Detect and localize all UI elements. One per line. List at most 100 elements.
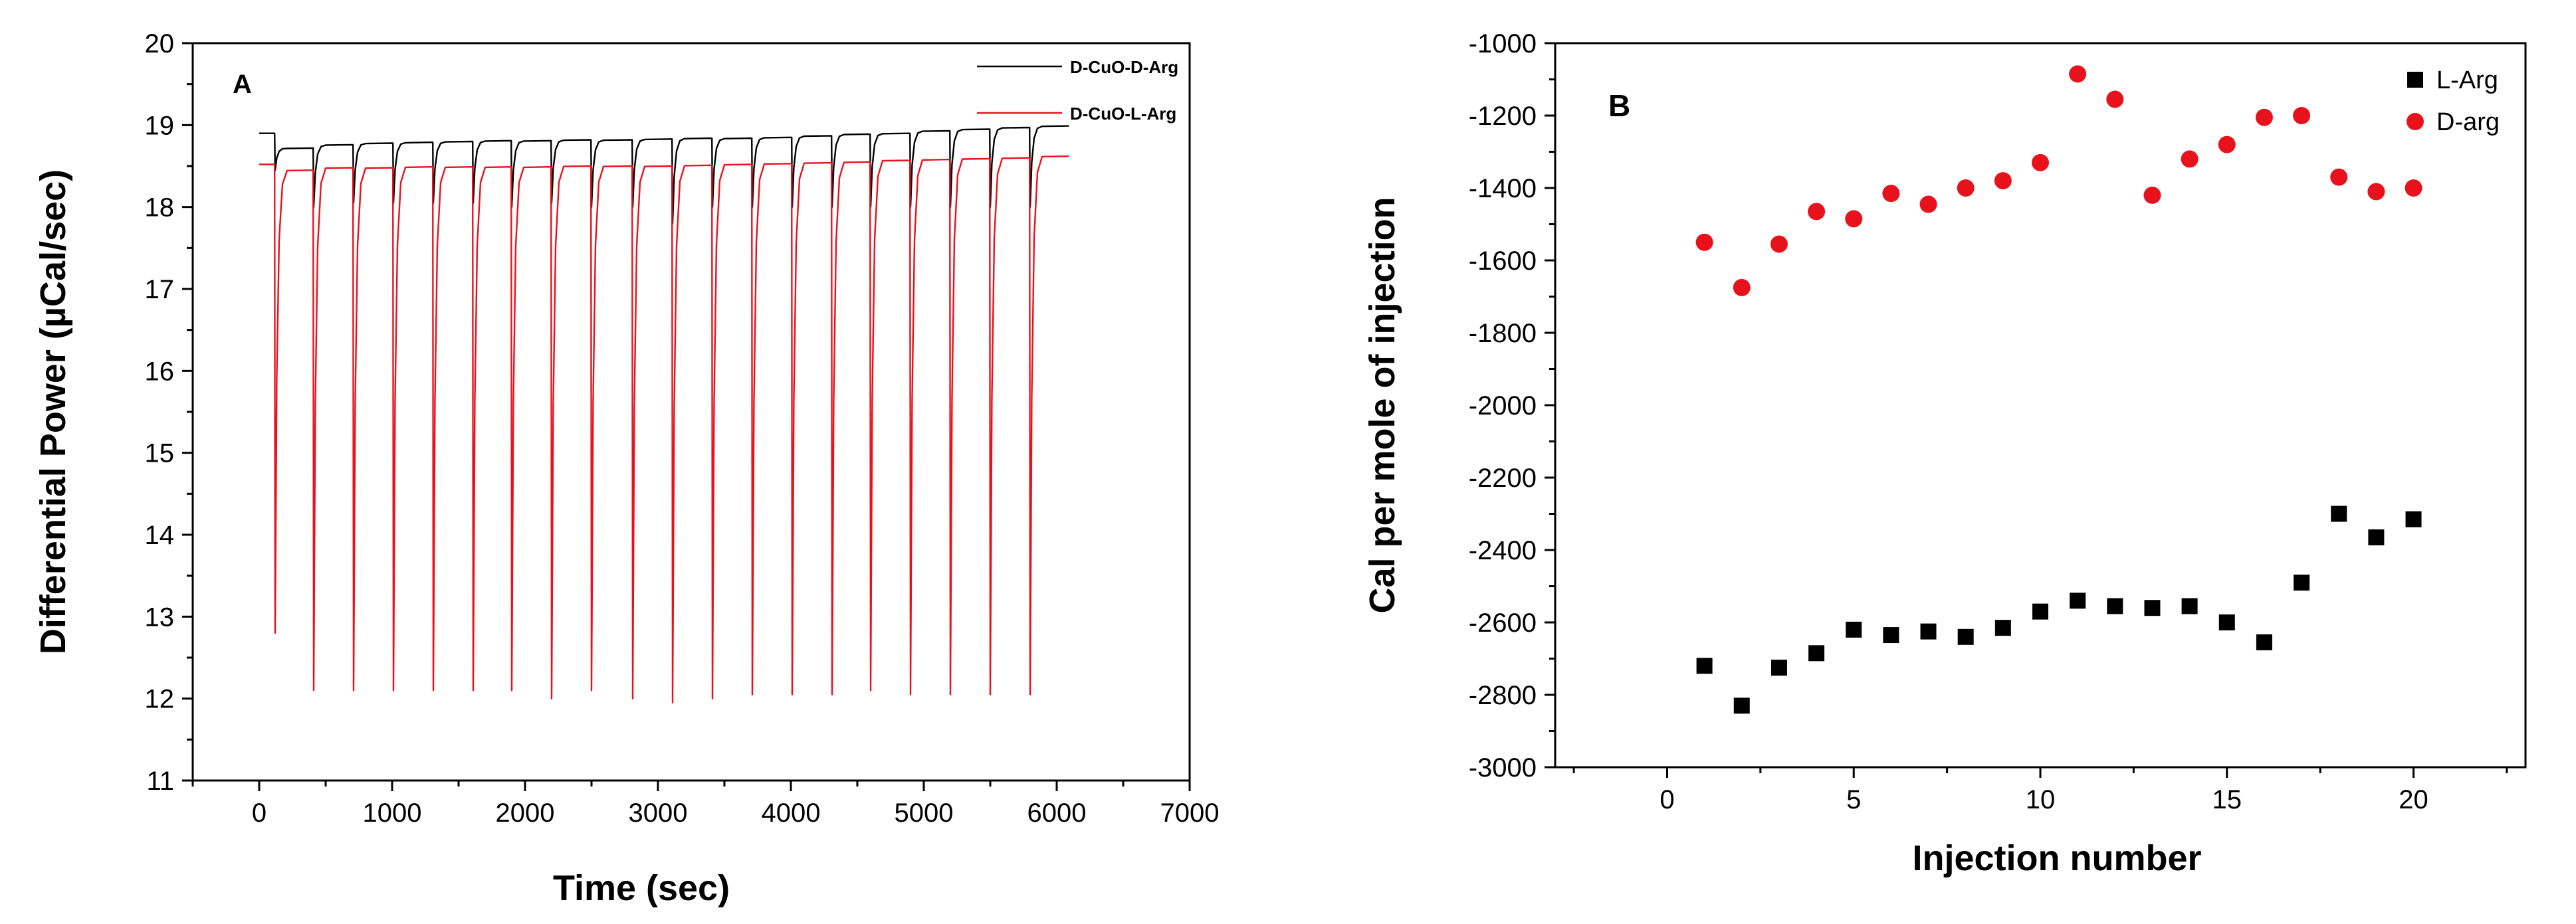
panel-b-point-l-arg [1771, 660, 1787, 676]
panel-b-y-tick-label: -1600 [1469, 246, 1537, 276]
panel-a-x-tick-label: 1000 [363, 798, 422, 828]
panel-b-point-d-arg [1808, 203, 1826, 221]
panel-a: 0 1000 2000 3000 4000 5000 6000 7000 11 12 13 14 15… [33, 29, 1219, 908]
panel-b-y-tick-label: -2800 [1469, 681, 1537, 710]
panel-a-legend: D-CuO-D-Arg D-CuO-L-Arg [977, 57, 1178, 124]
panel-b-y-tick-label: -1200 [1469, 102, 1537, 131]
panel-b-point-l-arg [2032, 603, 2048, 620]
panel-b-point-l-arg [2218, 614, 2235, 630]
panel-b-point-l-arg [2070, 593, 2086, 609]
panel-a-x-tick-label: 4000 [762, 798, 821, 828]
panel-a-legend-label: D-CuO-L-Arg [1070, 104, 1176, 124]
panel-a-y-tick-label: 20 [145, 29, 175, 58]
panel-b-point-d-arg [2106, 90, 2124, 108]
panel-b-point-d-arg [1919, 195, 1937, 213]
panel-a-x-tick-label: 3000 [629, 798, 688, 828]
panel-b-y-tick-label: -3000 [1469, 753, 1537, 783]
panel-b-point-l-arg [1808, 645, 1825, 662]
panel-b-point-d-arg [2293, 107, 2311, 124]
panel-b-y-axis-title: Cal per mole of injection [1362, 197, 1402, 613]
panel-b-point-d-arg [2255, 108, 2273, 126]
panel-b-point-d-arg [2405, 179, 2422, 197]
panel-a-y-axis-title: Differential Power (µCal/sec) [33, 169, 73, 654]
panel-b: 0 5 10 15 20 -3000-2800-2600-2400-2200-2000-… [1362, 29, 2527, 878]
panel-b-point-d-arg [1695, 233, 1713, 251]
panel-b-point-l-arg [2181, 598, 2198, 614]
panel-b-point-d-arg [2330, 168, 2348, 186]
panel-b-legend-label: L-Arg [2436, 66, 2498, 94]
panel-b-legend-swatch [2407, 113, 2424, 130]
panel-a-x-axis-title: Time (sec) [553, 868, 730, 908]
panel-b-point-d-arg [2218, 136, 2236, 153]
panel-b-point-l-arg [1883, 627, 1899, 644]
panel-a-legend-label: D-CuO-D-Arg [1070, 57, 1178, 77]
panel-a-y-tick-label: 13 [145, 602, 175, 632]
panel-a-y-tick-label: 15 [145, 439, 175, 468]
panel-b-point-d-arg [2032, 153, 2049, 171]
panel-b-y-tick-label: -2400 [1469, 536, 1537, 565]
panel-b-point-d-arg [1882, 185, 1900, 203]
panel-b-point-l-arg [2405, 511, 2422, 527]
panel-b-legend-swatch [2407, 72, 2423, 88]
panel-a-x-axis: 0 1000 2000 3000 4000 5000 6000 7000 [191, 781, 1220, 828]
panel-b-y-axis: -3000 -2800 -2600 -2400 -2200 -2000 -1800 -1600… [1469, 29, 1555, 783]
panel-a-y-tick-label: 14 [145, 521, 175, 550]
panel-b-point-d-arg [2367, 183, 2385, 201]
panel-b-point-d-arg [1845, 210, 1863, 228]
panel-b-point-d-arg [2069, 65, 2087, 83]
panel-b-y-tick-label: -1400 [1469, 174, 1537, 203]
panel-b-points [1695, 65, 2422, 714]
panel-b-y-tick-label: -1000 [1469, 29, 1537, 58]
panel-b-point-l-arg [2107, 598, 2123, 614]
panel-b-point-d-arg [1770, 235, 1788, 253]
panel-a-frame [191, 42, 1191, 782]
panel-a-x-tick-label: 0 [252, 798, 267, 828]
panel-a-label: A [233, 70, 252, 99]
panel-b-point-l-arg [1846, 621, 1862, 638]
panel-b-point-d-arg [1957, 179, 1975, 197]
panel-a-y-tick-label: 17 [145, 275, 175, 304]
panel-b-point-l-arg [2144, 600, 2161, 616]
panel-b-x-tick-label: 5 [1846, 785, 1861, 814]
panel-b-x-axis: 0 5 10 15 20 [1572, 767, 2508, 814]
panel-a-y-tick-label: 19 [145, 111, 175, 140]
panel-b-point-l-arg [2368, 529, 2385, 545]
panel-a-y-tick-label: 18 [145, 193, 175, 223]
panel-a-y-tick-label: 12 [145, 685, 175, 714]
panel-b-point-l-arg [2331, 506, 2347, 522]
panel-b-y-tick-label: -2000 [1469, 391, 1537, 420]
panel-a-series [259, 125, 1069, 703]
panel-b-point-l-arg [2294, 575, 2310, 591]
panel-a-y-axis: 11 12 13 14 15 16 17 18 19 20 [145, 29, 193, 796]
panel-b-point-l-arg [1957, 628, 1974, 645]
panel-b-legend: L-Arg D-arg [2407, 66, 2500, 136]
panel-a-x-tick-label: 6000 [1027, 798, 1087, 828]
panel-b-x-tick-label: 10 [2026, 785, 2056, 814]
panel-a-y-tick-label: 16 [145, 357, 175, 386]
panel-b-label: B [1608, 88, 1630, 123]
panel-b-point-l-arg [1733, 697, 1750, 714]
panel-b-y-tick-label: -1800 [1469, 319, 1537, 348]
panel-b-legend-label: D-arg [2436, 108, 2500, 136]
panel-b-point-d-arg [1733, 278, 1751, 296]
panel-b-point-l-arg [1696, 658, 1713, 674]
panel-b-point-d-arg [2143, 186, 2161, 204]
panel-b-y-tick-label: -2200 [1469, 464, 1537, 493]
panel-a-y-tick-label: 11 [146, 767, 174, 796]
panel-b-point-d-arg [2181, 150, 2199, 168]
panel-a-series-line-2 [259, 155, 1069, 703]
panel-b-point-d-arg [1994, 172, 2012, 190]
panel-b-x-tick-label: 0 [1660, 785, 1674, 814]
panel-b-point-l-arg [2256, 634, 2272, 650]
panel-b-point-l-arg [1920, 623, 1937, 640]
panel-b-x-axis-title: Injection number [1912, 838, 2201, 878]
panel-a-x-tick-label: 2000 [496, 798, 555, 828]
panel-a-series-line-1 [259, 125, 1069, 225]
panel-a-x-tick-label: 7000 [1160, 798, 1220, 828]
panel-b-y-tick-label: -2600 [1469, 608, 1537, 638]
panel-b-x-tick-label: 20 [2399, 785, 2428, 814]
panel-a-x-tick-label: 5000 [895, 798, 954, 828]
panel-b-x-tick-label: 15 [2212, 785, 2242, 814]
panel-b-point-l-arg [1994, 620, 2011, 636]
